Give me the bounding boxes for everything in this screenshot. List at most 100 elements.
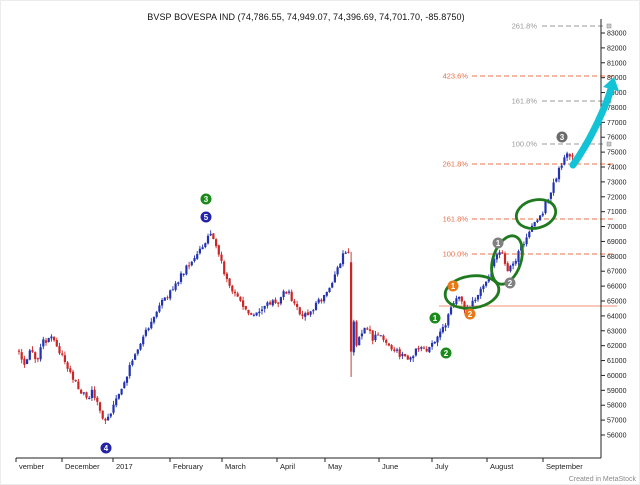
trend-arrow-head[interactable] bbox=[603, 77, 619, 91]
annotation-ellipse[interactable] bbox=[443, 272, 501, 311]
candle bbox=[301, 310, 304, 320]
fib-label: 261.8% bbox=[443, 160, 469, 169]
candle bbox=[460, 296, 463, 305]
candle bbox=[147, 327, 150, 332]
candle bbox=[422, 345, 426, 350]
wave-label[interactable]: 3 bbox=[556, 131, 568, 143]
wave-label-number: 2 bbox=[444, 349, 449, 358]
wave-label[interactable]: 2 bbox=[504, 277, 516, 289]
candle bbox=[409, 356, 412, 363]
candle bbox=[382, 334, 385, 343]
candle bbox=[341, 250, 345, 267]
candle bbox=[252, 313, 255, 317]
candle bbox=[314, 300, 318, 311]
x-axis-label: May bbox=[328, 462, 342, 471]
line-handle[interactable] bbox=[606, 141, 612, 147]
y-tick-label: 79000 bbox=[607, 90, 627, 97]
candle bbox=[374, 330, 377, 343]
candle bbox=[536, 219, 539, 224]
candle bbox=[201, 244, 204, 250]
candle bbox=[185, 264, 188, 276]
candle bbox=[414, 348, 417, 357]
candle bbox=[336, 265, 339, 277]
x-axis-label: July bbox=[435, 462, 449, 471]
wave-label-number: 1 bbox=[451, 282, 456, 291]
candle bbox=[393, 346, 396, 353]
candle bbox=[88, 395, 91, 400]
y-tick-label: 62000 bbox=[607, 343, 627, 350]
candle bbox=[385, 338, 388, 346]
candle bbox=[344, 250, 347, 255]
candle bbox=[61, 350, 64, 357]
annotation-ellipse[interactable] bbox=[513, 196, 559, 233]
annotation-ellipses[interactable] bbox=[443, 196, 559, 312]
candle bbox=[225, 271, 228, 283]
trend-arrow[interactable] bbox=[569, 77, 619, 169]
candle bbox=[563, 154, 566, 166]
fib-label: 161.8% bbox=[443, 215, 469, 224]
y-tick-label: 82000 bbox=[607, 45, 627, 52]
wave-label[interactable]: 5 bbox=[200, 211, 212, 223]
candle bbox=[296, 300, 299, 311]
wave-label[interactable]: 4 bbox=[100, 442, 112, 454]
wave-label[interactable]: 1 bbox=[447, 280, 459, 292]
chart-title: BVSP BOVESPA IND (74,786.55, 74,949.07, … bbox=[147, 12, 465, 22]
candle bbox=[498, 249, 501, 259]
candle bbox=[66, 360, 69, 372]
candle bbox=[433, 341, 436, 345]
candle bbox=[503, 251, 507, 266]
fibonacci-lines[interactable]: 261.8% 161.8% 100.0% 423.6% 261.8% 161.8% 100.… bbox=[439, 22, 617, 307]
candle bbox=[171, 286, 174, 291]
candle bbox=[360, 329, 363, 340]
candle bbox=[104, 417, 107, 425]
candle bbox=[350, 251, 353, 377]
candle bbox=[142, 334, 145, 347]
y-tick-label: 56000 bbox=[607, 433, 627, 440]
wave-label[interactable]: 2 bbox=[440, 347, 452, 359]
wave-label[interactable]: 1 bbox=[429, 312, 441, 324]
candle bbox=[514, 258, 517, 266]
annotation-ellipse[interactable] bbox=[486, 232, 528, 288]
wave-label[interactable]: 1 bbox=[492, 237, 504, 249]
candle bbox=[439, 328, 442, 341]
candle bbox=[136, 348, 139, 356]
y-tick-label: 74000 bbox=[607, 165, 627, 172]
candle bbox=[436, 335, 439, 347]
wave-label[interactable]: 3 bbox=[200, 193, 212, 205]
candle bbox=[528, 230, 531, 239]
candle bbox=[161, 298, 164, 309]
candle bbox=[495, 252, 498, 263]
wave-label[interactable]: 2 bbox=[464, 308, 476, 320]
candle bbox=[128, 362, 131, 379]
candle bbox=[206, 233, 210, 245]
candle bbox=[425, 346, 428, 353]
candle bbox=[479, 286, 482, 299]
candle bbox=[31, 346, 34, 353]
candle bbox=[85, 391, 88, 400]
candle bbox=[255, 312, 258, 317]
candle bbox=[285, 291, 288, 295]
wave-labels[interactable]: 3 5 4 3 1 2 1 2 1 2 bbox=[100, 131, 568, 454]
y-tick-label: 64000 bbox=[607, 313, 627, 320]
candle bbox=[431, 340, 434, 350]
y-tick-label: 66000 bbox=[607, 284, 627, 291]
y-tick-label: 77000 bbox=[607, 120, 627, 127]
candle bbox=[304, 311, 307, 321]
y-tick-label: 57000 bbox=[607, 418, 627, 425]
candle bbox=[323, 294, 326, 304]
line-handle[interactable] bbox=[606, 23, 612, 29]
candle bbox=[352, 319, 355, 356]
trend-arrow-shaft[interactable] bbox=[569, 85, 615, 169]
candle bbox=[63, 351, 66, 365]
candle bbox=[412, 355, 415, 362]
candle bbox=[123, 380, 126, 389]
candle bbox=[557, 166, 561, 183]
candle bbox=[198, 245, 201, 255]
candle bbox=[96, 395, 99, 406]
candle bbox=[428, 346, 431, 353]
candle bbox=[512, 261, 515, 270]
y-tick-label: 78000 bbox=[607, 105, 627, 112]
x-axis-label: August bbox=[490, 462, 514, 471]
candlesticks bbox=[17, 151, 574, 425]
